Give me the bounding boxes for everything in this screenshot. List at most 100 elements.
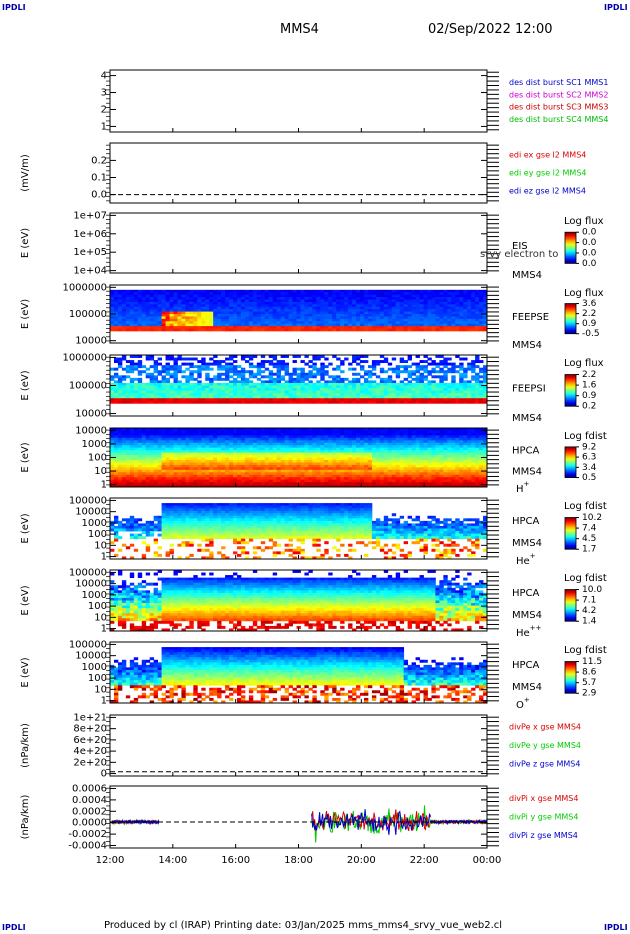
cbar-hpca_he1 <box>564 517 577 550</box>
ytick-feepse-1: 100000 <box>69 309 107 320</box>
instrument-sc-feepse: MMS4 <box>512 340 542 351</box>
cbar-hpca_h <box>564 446 577 478</box>
ylabel-edi: (mV/m) <box>20 154 31 192</box>
instrument-hpca_h: HPCA <box>512 445 540 456</box>
panel-frame-divpe <box>109 714 488 777</box>
divpi-trace-0-1 <box>311 805 431 843</box>
panel-frame-eis <box>109 212 488 274</box>
ytick-divpe-0: 1e+21 <box>73 712 107 723</box>
ytick-hpca_he1-4: 10 <box>94 540 107 551</box>
ytick-hpca_o-1: 10000 <box>75 651 107 662</box>
cbar-value-feepse-2: 0.9 <box>582 319 597 329</box>
cbar-feepsi <box>564 374 577 407</box>
ylabel-hpca_he1: E (eV) <box>20 513 31 543</box>
ytick-hpca_he2-1: 10000 <box>75 579 107 590</box>
ylabel-eis: E (eV) <box>20 228 31 258</box>
instrument-sc-hpca_he2: MMS4 <box>512 610 542 621</box>
cbar-value-hpca_o-1: 8.6 <box>582 668 597 678</box>
legend-dist-3: des dist burst SC4 MMS4 <box>509 115 608 124</box>
ytick-hpca_h-0: 10000 <box>75 425 107 436</box>
ytick-divpi-2: 0.0002 <box>72 806 107 817</box>
cbar-title-hpca_he1: Log fdist <box>564 501 607 512</box>
cbar-value-hpca_he2-3: 1.4 <box>582 617 597 627</box>
cbar-value-eis-3: 0.0 <box>582 259 597 269</box>
ytick-hpca_he1-3: 100 <box>88 529 107 540</box>
ytick-divpe-3: 4e+20 <box>73 746 107 757</box>
ylabel-hpca_h: E (eV) <box>20 442 31 472</box>
species-charge-hpca_he1: + <box>530 552 536 560</box>
heatmap-feepse <box>110 289 487 332</box>
divpi-trace-2-0 <box>111 818 160 825</box>
legend-edi-2: edi ez gse l2 MMS4 <box>509 187 586 196</box>
cbar-value-hpca_h-0: 9.2 <box>582 442 596 452</box>
ylabel-divpi: (nPa/km) <box>20 795 31 840</box>
legend-dist-1: des dist burst SC2 MMS2 <box>509 90 608 99</box>
ytick-feepsi-0: 1000000 <box>62 352 107 363</box>
legend-edi-0: edi ex gse l2 MMS4 <box>509 151 586 160</box>
cbar-value-hpca_he2-2: 4.2 <box>582 606 596 616</box>
cbar-value-feepsi-1: 1.6 <box>582 381 597 391</box>
instrument-feepse: FEEPSE <box>512 312 549 323</box>
ytick-divpe-2: 6e+20 <box>73 735 107 746</box>
instrument-feepsi: FEEPSI <box>512 384 546 395</box>
ytick-hpca_he1-0: 100000 <box>69 495 107 506</box>
xtick-0: 12:00 <box>96 855 125 866</box>
datetime-title: 02/Sep/2022 12:00 <box>428 22 553 37</box>
corner-label-top-right: IPDLI <box>604 3 628 12</box>
ytick-hpca_o-2: 1000 <box>82 662 107 673</box>
corner-label-bottom-left: IPDLI <box>2 923 26 932</box>
cbar-value-eis-0: 0.0 <box>582 228 597 238</box>
xtick-3: 18:00 <box>284 855 313 866</box>
cbar-title-eis: Log flux <box>564 216 604 227</box>
instrument-sc-feepsi: MMS4 <box>512 413 542 424</box>
ytick-divpi-4: -0.0002 <box>68 829 107 840</box>
ylabel-hpca_he2: E (eV) <box>20 585 31 615</box>
divpi-traces <box>111 805 487 843</box>
panel-frame-edi <box>109 142 488 204</box>
ylabel-hpca_o: E (eV) <box>20 657 31 687</box>
ytick-hpca_h-3: 10 <box>94 466 107 477</box>
ytick-hpca_he1-1: 10000 <box>75 507 107 518</box>
cbar-title-hpca_h: Log fdist <box>564 431 607 442</box>
ytick-eis-0: 1e+07 <box>73 210 107 221</box>
cbar-value-hpca_he2-0: 10.0 <box>582 585 602 595</box>
cbar-value-hpca_he2-1: 7.1 <box>582 596 596 606</box>
footer-credits: Produced by cl (IRAP) Printing date: 03/… <box>104 920 503 931</box>
cbar-value-hpca_h-1: 6.3 <box>582 453 596 463</box>
ytick-divpi-1: 0.0004 <box>72 795 107 806</box>
species-charge-hpca_h: + <box>524 480 530 488</box>
corner-label-top-left: IPDLI <box>2 3 26 12</box>
legend-dist-2: des dist burst SC3 MMS3 <box>509 103 608 112</box>
cbar-value-hpca_he1-1: 7.4 <box>582 524 597 534</box>
cbar-value-eis-2: 0.0 <box>582 249 597 259</box>
ytick-divpe-4: 2e+20 <box>73 757 107 768</box>
xtick-5: 22:00 <box>410 855 439 866</box>
legend-divpe-1: divPe y gse MMS4 <box>509 741 581 750</box>
species-charge-hpca_o: + <box>524 696 530 704</box>
instrument-eis: EIS <box>512 241 528 252</box>
heatmap-hpca_h <box>110 428 487 487</box>
divpi-trace-2-1 <box>311 809 431 835</box>
cbar-value-hpca_o-3: 2.9 <box>582 689 597 699</box>
cbar-title-hpca_he2: Log fdist <box>564 573 607 584</box>
heatmap-hpca_he1 <box>110 503 487 559</box>
cbar-value-eis-1: 0.0 <box>582 238 597 248</box>
xtick-6: 00:00 <box>473 855 502 866</box>
xtick-1: 14:00 <box>158 855 187 866</box>
instrument-sc-hpca_h: MMS4 <box>512 467 542 478</box>
legend-divpe-0: divPe x gse MMS4 <box>509 723 581 732</box>
ytick-eis-3: 1e+04 <box>73 266 107 277</box>
cbar-value-hpca_he1-0: 10.2 <box>582 513 602 523</box>
cbar-hpca_he2 <box>564 589 577 622</box>
ylabel-feepse: E (eV) <box>20 299 31 329</box>
ytick-eis-2: 1e+05 <box>73 247 107 258</box>
cbar-title-feepse: Log flux <box>564 288 604 299</box>
ytick-dist-0: 1 <box>101 121 107 132</box>
ylabel-feepsi: E (eV) <box>20 370 31 400</box>
ytick-dist-2: 3 <box>101 88 107 99</box>
ytick-edi-0: 0.0 <box>91 190 107 201</box>
ytick-divpe-1: 8e+20 <box>73 724 107 735</box>
ytick-divpi-5: -0.0004 <box>68 841 107 852</box>
species-charge-hpca_he2: ++ <box>530 624 542 632</box>
cbar-value-hpca_h-3: 0.5 <box>582 473 596 483</box>
